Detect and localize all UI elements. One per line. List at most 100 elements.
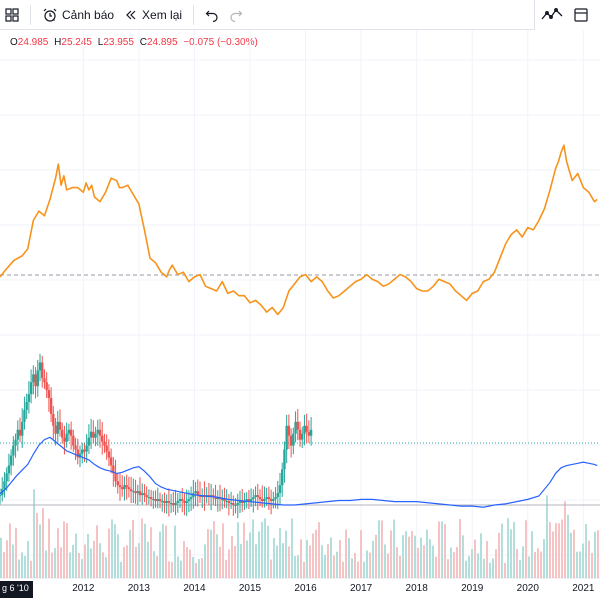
volume-bar [537,548,539,578]
rewind-icon [124,8,138,22]
candle-body [221,499,224,501]
candle-body [18,429,22,436]
x-tick-label: 2019 [461,583,484,594]
volume-bar [84,544,86,578]
volume-bar [267,525,269,578]
candle-body [249,499,253,502]
volume-bar [345,529,347,578]
volume-bar [144,523,146,578]
candle-body [287,425,291,436]
candle-body [49,398,53,414]
candle-body [183,501,186,504]
volume-bar [183,541,185,578]
volume-bar [570,532,572,578]
volume-bar [168,561,170,578]
volume-bar [465,560,467,578]
volume-bar [81,558,83,578]
volume-bar [312,533,314,578]
candle-body [81,449,84,454]
candle-body [296,421,299,430]
candle-body [14,439,17,446]
alert-label: Cảnh báo [62,7,115,22]
candle-body [267,497,271,500]
candle-body [58,421,62,430]
volume-bar [516,549,518,578]
candle-body [307,431,311,436]
volume-bar [306,539,308,578]
candle-body [43,378,46,383]
close-key: C [139,37,147,48]
volume-bar [387,553,389,578]
volume-bar [315,529,317,578]
volume-bar [117,534,119,578]
candle-body [232,503,235,505]
candle-body [198,495,202,498]
x-tick-label: 2016 [294,583,317,594]
volume-bar [591,552,593,578]
chart-type-button[interactable] [536,3,568,27]
volume-bar [54,548,56,578]
volume-bar [102,552,104,578]
candle-body [12,445,15,456]
volume-bar [273,538,275,578]
candle-body [176,501,179,504]
volume-bar [363,561,365,578]
volume-bar [129,529,131,578]
volume-bar [291,518,293,578]
candle-body [258,497,262,500]
volume-bar [492,558,494,578]
volume-bar [576,551,578,578]
undo-button[interactable] [200,3,224,27]
line-chart-icon [541,8,563,22]
volume-bar [483,558,485,578]
volume-bar [243,522,245,578]
volume-bar [579,551,581,578]
volume-bar [288,546,290,578]
candle-body [69,429,73,436]
volume-bar [132,519,134,578]
volume-bar [285,530,287,578]
volume-bar [78,552,80,578]
volume-bar [378,520,380,578]
redo-button[interactable] [224,3,248,27]
grid-layout-icon [5,7,19,22]
alert-button[interactable]: Cảnh báo [37,3,119,27]
volume-bar [240,544,242,578]
volume-bar [270,559,272,578]
candle-body [98,429,102,436]
open-key: O [10,37,18,48]
volume-bar [525,520,527,578]
candle-body [129,489,133,492]
candle-body [114,473,117,482]
volume-bar [567,514,569,578]
candle-body [309,429,313,436]
open-value: 24.985 [17,37,49,48]
layout-button[interactable] [0,3,24,27]
candle-body [165,501,168,504]
candles [0,353,313,519]
candle-body [92,431,95,438]
candle-body [158,499,162,502]
volume-bar [423,545,425,578]
volume-bar [405,531,407,578]
more-tools-button[interactable] [568,3,594,27]
chart-settings-icon [573,7,589,23]
low-value: 23.955 [103,37,134,48]
volume-bar [96,525,98,578]
volume-bar [384,544,386,578]
volume-bar [330,537,332,578]
candle-body [285,425,288,450]
volume-bar [447,559,449,578]
replay-button[interactable]: Xem lại [119,3,187,27]
candle-body [25,402,28,410]
x-tick-label: 2018 [405,583,428,594]
volume-bar [441,521,443,578]
toolbar-divider [30,4,31,25]
candle-body [36,370,39,387]
volume-bar [213,521,215,578]
volume-bar [564,501,566,578]
volume-bar [588,540,590,578]
candle-body [127,487,131,490]
volume-bar [474,539,476,578]
